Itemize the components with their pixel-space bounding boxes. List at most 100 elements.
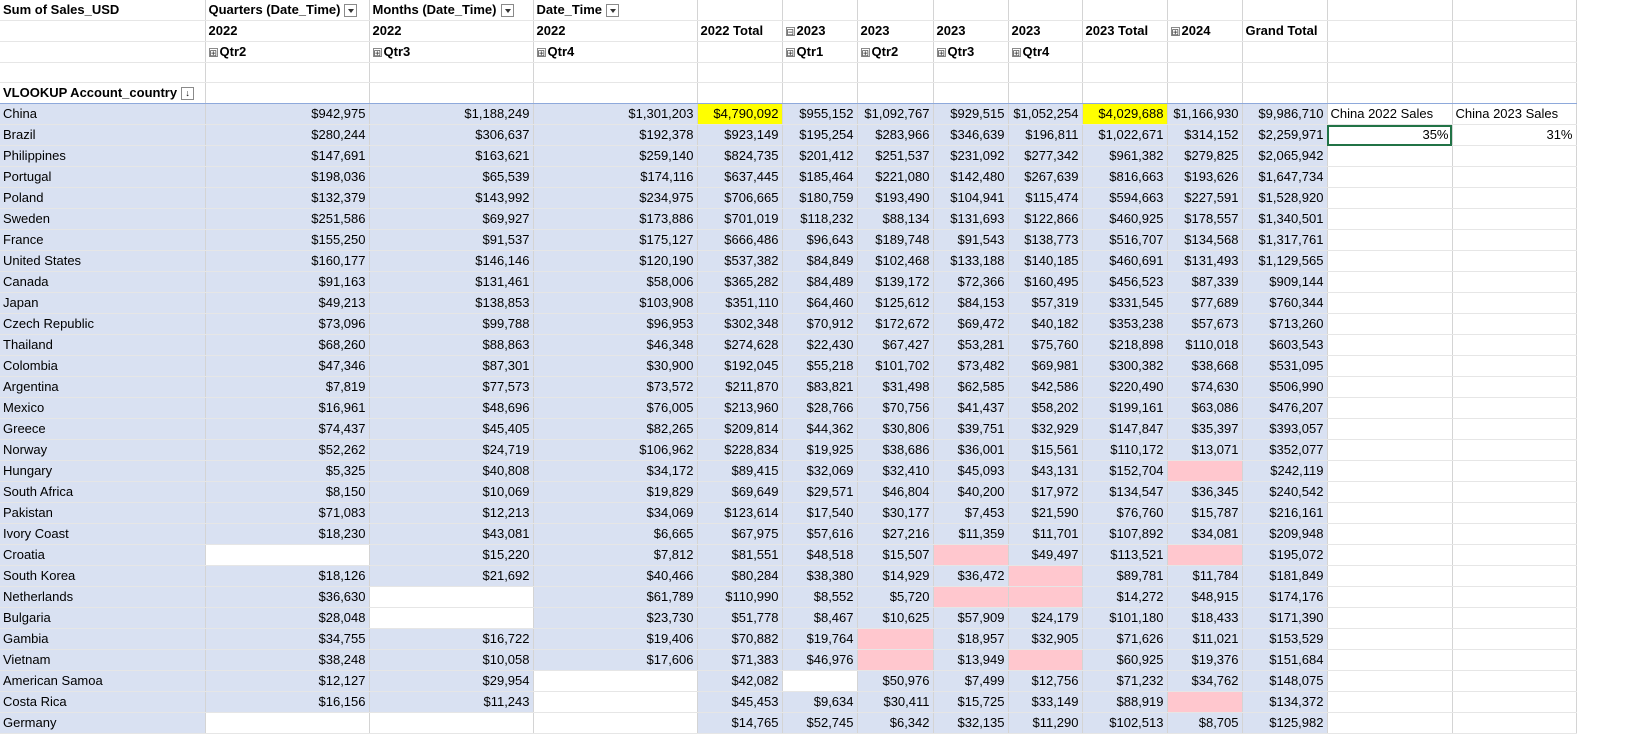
data-cell[interactable]: $58,006 [533,271,698,293]
empty-cell[interactable] [1327,292,1453,314]
row-label-country[interactable]: American Samoa [0,670,206,692]
empty-cell[interactable] [1452,397,1577,419]
data-cell[interactable]: $11,290 [1008,712,1083,734]
row-label-country[interactable]: Philippines [0,145,206,167]
data-cell[interactable]: $44,362 [782,418,858,440]
data-cell[interactable]: $221,080 [857,166,934,188]
data-cell[interactable]: $216,161 [1242,502,1328,524]
empty-cell[interactable] [1327,250,1453,272]
data-cell[interactable]: $36,472 [933,565,1009,587]
empty-cell[interactable] [1452,250,1577,272]
expand-icon[interactable]: ⊞ [208,48,218,59]
data-cell[interactable]: $5,325 [205,460,370,482]
data-cell[interactable]: $460,925 [1082,208,1168,230]
data-cell[interactable]: $32,410 [857,460,934,482]
data-cell[interactable]: $73,572 [533,376,698,398]
data-cell[interactable]: $153,529 [1242,628,1328,650]
empty-cell[interactable] [1327,208,1453,230]
data-cell[interactable]: $240,542 [1242,481,1328,503]
data-cell[interactable]: $28,766 [782,397,858,419]
quarter-header[interactable]: ⊞ Qtr1 [782,41,858,63]
quarter-header[interactable]: ⊞ Qtr2 [205,41,370,63]
data-cell[interactable]: $80,284 [697,565,783,587]
empty-cell[interactable] [1327,355,1453,377]
data-cell[interactable]: $36,345 [1167,481,1243,503]
empty-cell[interactable] [1327,628,1453,650]
row-label-country[interactable]: Japan [0,292,206,314]
data-cell[interactable]: $138,773 [1008,229,1083,251]
empty-cell[interactable] [1452,565,1577,587]
empty-cell[interactable] [1452,544,1577,566]
data-cell[interactable]: $280,244 [205,124,370,146]
data-cell[interactable]: $174,116 [533,166,698,188]
data-cell[interactable]: $57,909 [933,607,1009,629]
data-cell[interactable]: $11,701 [1008,523,1083,545]
empty-cell[interactable] [1452,166,1577,188]
data-cell[interactable]: $7,812 [533,544,698,566]
data-cell[interactable]: $99,788 [369,313,534,335]
empty-cell[interactable] [1327,481,1453,503]
row-label-country[interactable]: Hungary [0,460,206,482]
empty-cell[interactable] [1452,691,1577,713]
empty-cell[interactable] [1327,691,1453,713]
data-cell[interactable]: $67,975 [697,523,783,545]
quarter-header[interactable]: ⊞ Qtr2 [857,41,934,63]
empty-cell[interactable] [1327,586,1453,608]
data-cell[interactable]: $181,849 [1242,565,1328,587]
data-cell[interactable]: $83,821 [782,376,858,398]
data-cell[interactable]: $57,616 [782,523,858,545]
data-cell[interactable]: $706,665 [697,187,783,209]
data-cell[interactable]: $267,639 [1008,166,1083,188]
empty-cell[interactable] [1452,523,1577,545]
empty-cell[interactable] [1452,712,1577,734]
data-cell[interactable]: $89,781 [1082,565,1168,587]
data-cell[interactable]: $1,301,203 [533,103,698,125]
row-label-country[interactable]: Germany [0,712,206,734]
data-cell[interactable]: $30,411 [857,691,934,713]
data-cell[interactable]: $174,176 [1242,586,1328,608]
column-field-header[interactable]: Months (Date_Time) [369,0,534,21]
data-cell[interactable]: $71,626 [1082,628,1168,650]
row-field-header[interactable]: VLOOKUP Account_country ↓ [0,82,206,104]
data-cell[interactable]: $63,086 [1167,397,1243,419]
quarter-header[interactable]: ⊞ Qtr3 [933,41,1009,63]
data-cell[interactable]: $134,372 [1242,691,1328,713]
data-cell[interactable]: $6,665 [533,523,698,545]
data-cell[interactable]: $209,948 [1242,523,1328,545]
empty-cell[interactable] [1327,439,1453,461]
data-cell[interactable]: $71,083 [205,502,370,524]
data-cell[interactable]: $393,057 [1242,418,1328,440]
data-cell[interactable]: $57,319 [1008,292,1083,314]
row-label-country[interactable]: China [0,103,206,125]
data-cell[interactable]: $234,975 [533,187,698,209]
data-cell[interactable]: $52,745 [782,712,858,734]
data-cell[interactable]: $71,232 [1082,670,1168,692]
filter-dropdown-icon[interactable] [606,4,620,18]
data-cell[interactable]: $259,140 [533,145,698,167]
data-cell[interactable]: $51,778 [697,607,783,629]
empty-cell[interactable] [1327,544,1453,566]
empty-cell[interactable] [1327,376,1453,398]
year-header[interactable]: ⊟ 2023 [782,20,858,42]
data-cell[interactable]: $58,202 [1008,397,1083,419]
row-label-country[interactable]: Mexico [0,397,206,419]
data-cell[interactable]: $76,760 [1082,502,1168,524]
year-header[interactable]: Grand Total [1242,20,1328,42]
data-cell[interactable]: $45,093 [933,460,1009,482]
data-cell[interactable] [369,712,534,734]
data-cell[interactable]: $14,272 [1082,586,1168,608]
row-label-country[interactable]: Colombia [0,355,206,377]
data-cell[interactable] [369,607,534,629]
row-label-country[interactable]: Pakistan [0,502,206,524]
data-cell[interactable]: $138,853 [369,292,534,314]
data-cell[interactable]: $163,621 [369,145,534,167]
data-cell[interactable]: $34,172 [533,460,698,482]
data-cell[interactable]: $38,686 [857,439,934,461]
data-cell[interactable]: $531,095 [1242,355,1328,377]
data-cell[interactable]: $134,547 [1082,481,1168,503]
empty-cell[interactable] [1327,229,1453,251]
sort-filter-icon[interactable]: ↓ [181,87,195,101]
year-header[interactable]: 2023 [933,20,1009,42]
data-cell[interactable]: $306,637 [369,124,534,146]
row-label-country[interactable]: Costa Rica [0,691,206,713]
